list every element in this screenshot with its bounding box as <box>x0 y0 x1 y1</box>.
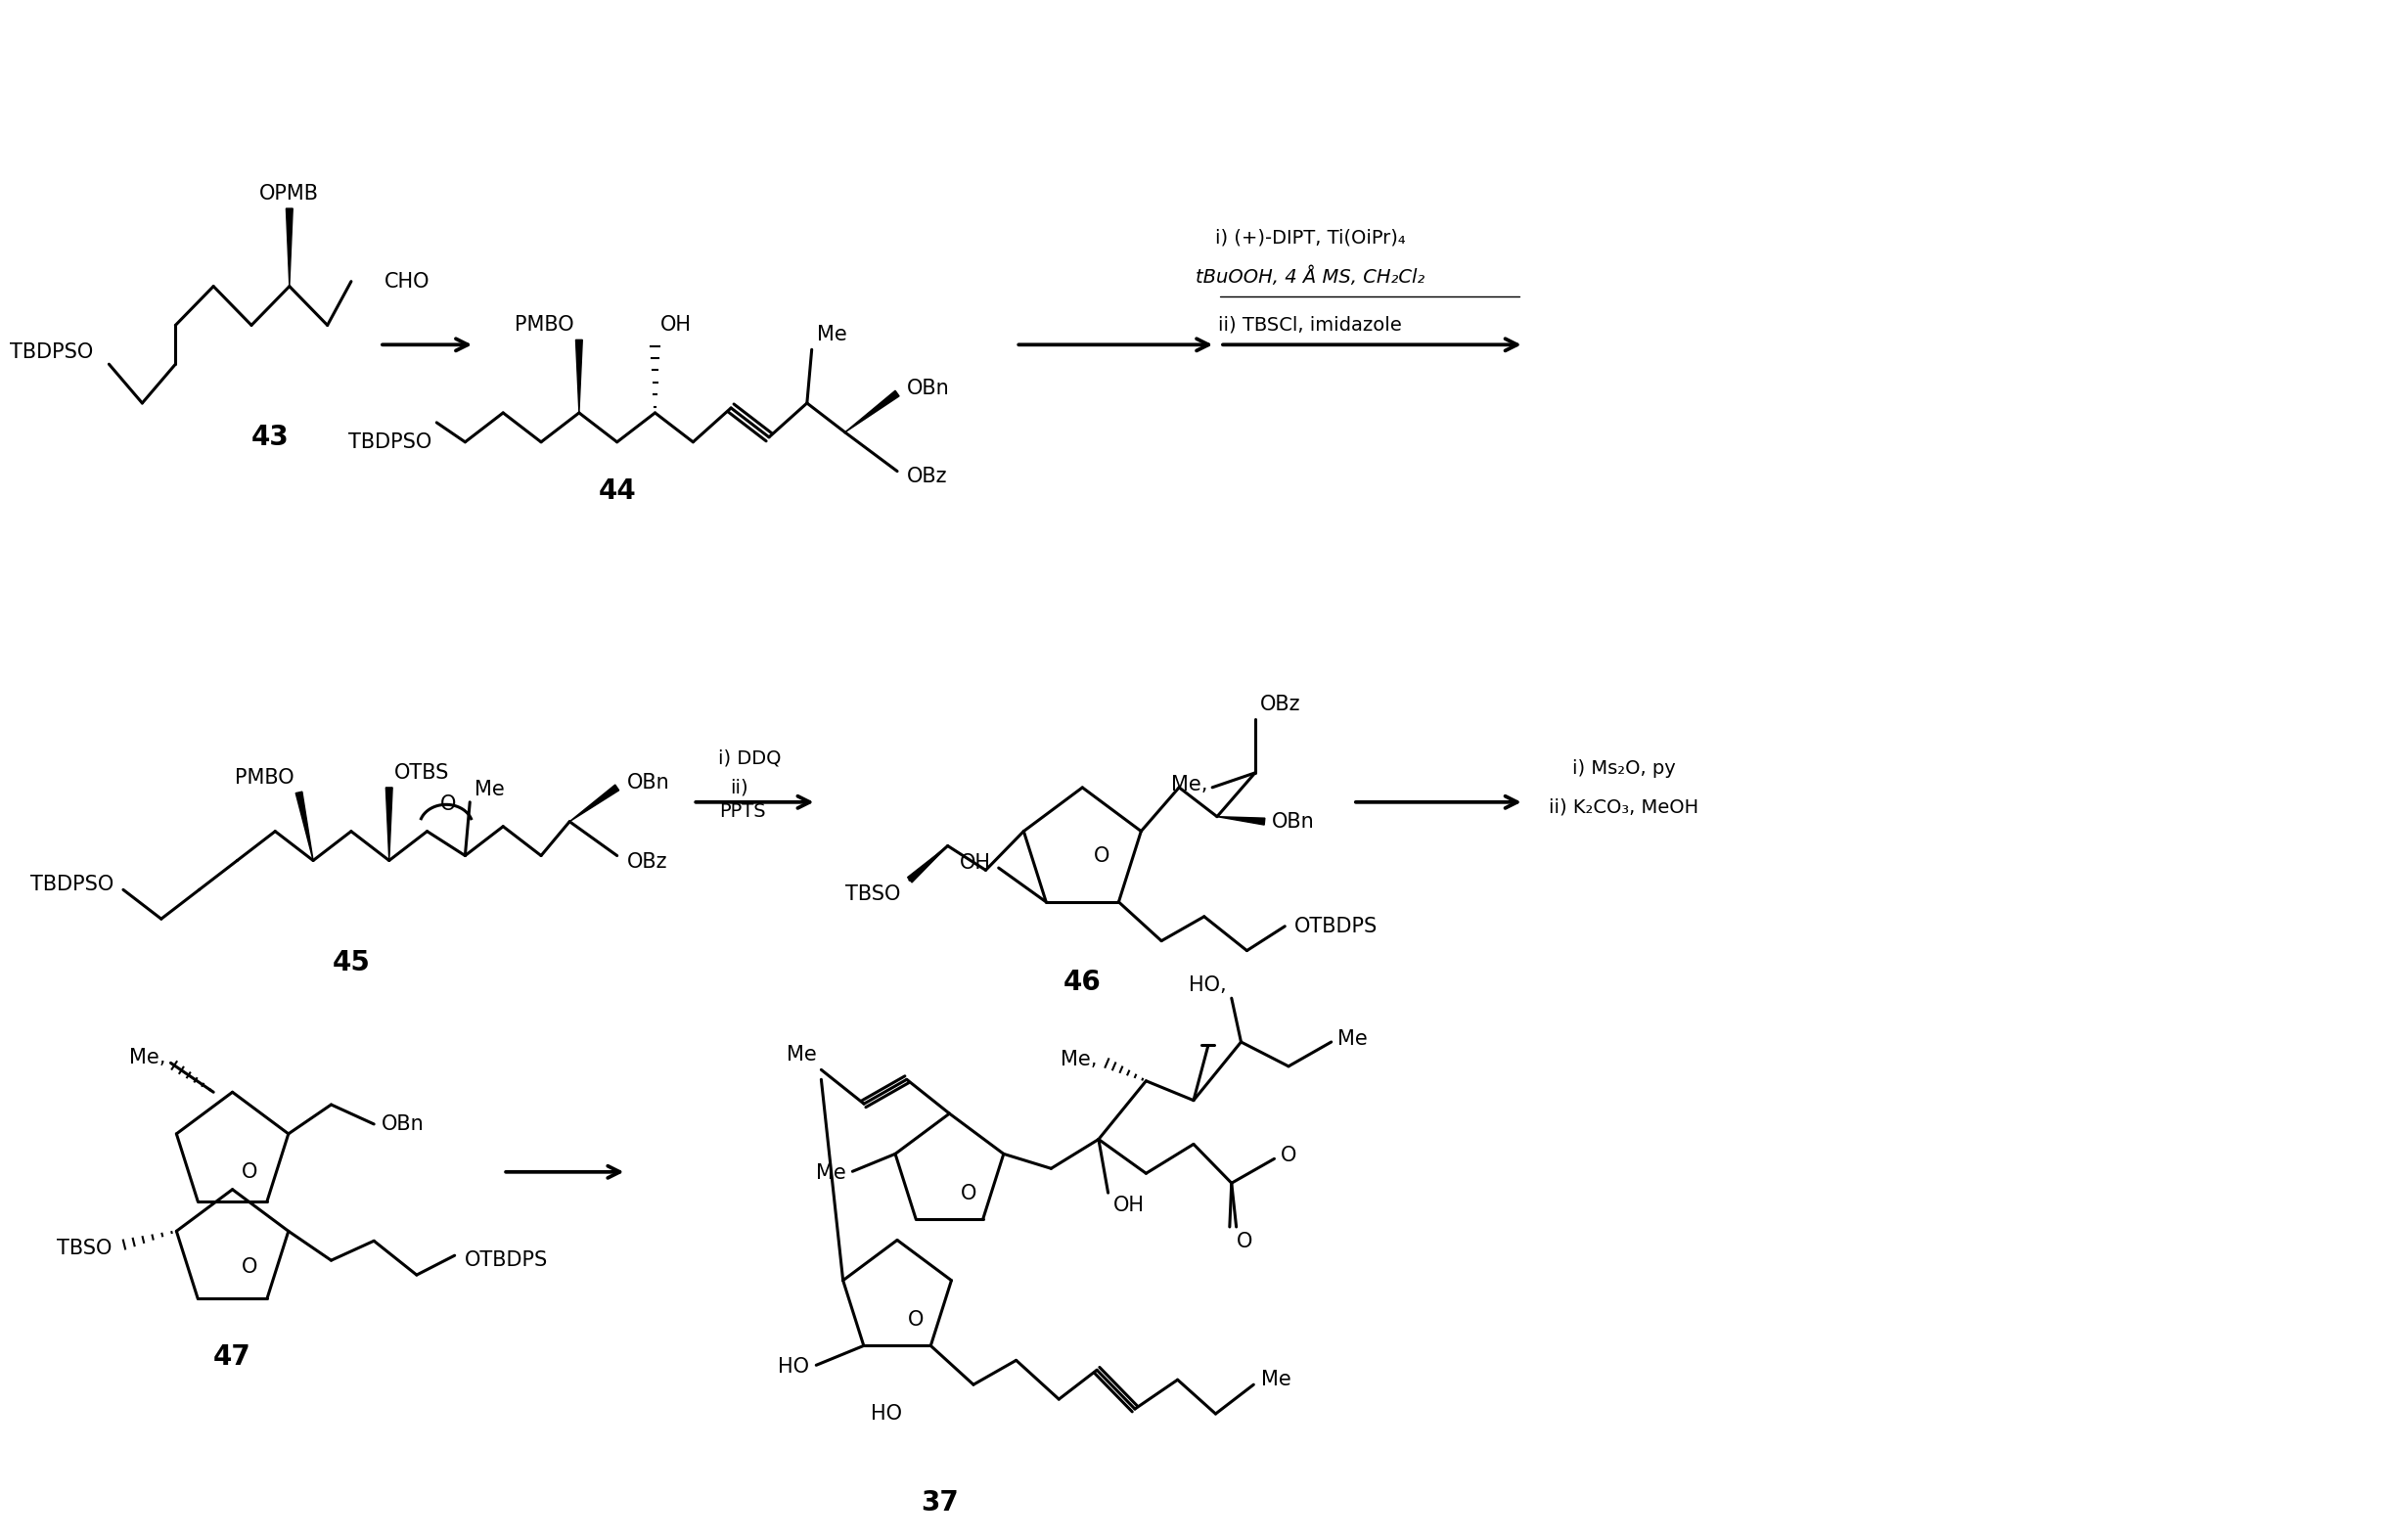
Text: Me,: Me, <box>129 1049 165 1067</box>
Text: 46: 46 <box>1064 969 1100 996</box>
Text: O: O <box>961 1184 976 1203</box>
Text: 43: 43 <box>252 424 290 451</box>
Polygon shape <box>285 208 292 286</box>
Text: Me,: Me, <box>1059 1050 1098 1069</box>
Text: OH: OH <box>959 853 990 873</box>
Text: O: O <box>1280 1146 1297 1166</box>
Text: Me: Me <box>815 1164 846 1183</box>
Text: i) (+)-DIPT, Ti(OiPr)₄: i) (+)-DIPT, Ti(OiPr)₄ <box>1215 228 1405 246</box>
Text: HO: HO <box>777 1357 808 1377</box>
Text: i) DDQ: i) DDQ <box>719 748 781 767</box>
Polygon shape <box>570 785 618 821</box>
Text: O: O <box>242 1258 256 1277</box>
Text: ii) TBSCl, imidazole: ii) TBSCl, imidazole <box>1218 316 1402 334</box>
Text: Me: Me <box>1338 1029 1369 1049</box>
Text: HO: HO <box>870 1404 901 1423</box>
Text: TBSO: TBSO <box>58 1238 113 1258</box>
Text: OBn: OBn <box>1273 812 1316 832</box>
Polygon shape <box>846 391 899 433</box>
Text: O: O <box>1237 1232 1251 1252</box>
Text: ii): ii) <box>729 778 748 796</box>
Polygon shape <box>386 787 393 861</box>
Text: OBn: OBn <box>906 379 949 399</box>
Text: PMBO: PMBO <box>235 768 295 787</box>
Text: TBDPSO: TBDPSO <box>348 433 431 451</box>
Text: O: O <box>908 1311 925 1329</box>
Text: Me: Me <box>1261 1371 1292 1389</box>
Text: HO,: HO, <box>1189 976 1227 995</box>
Text: 47: 47 <box>213 1343 252 1371</box>
Text: OBz: OBz <box>1261 695 1302 715</box>
Text: O: O <box>242 1163 256 1181</box>
Text: OTBS: OTBS <box>393 764 448 782</box>
Text: O: O <box>1093 845 1110 865</box>
Text: tBuOOH, 4 Å MS, CH₂Cl₂: tBuOOH, 4 Å MS, CH₂Cl₂ <box>1196 266 1424 286</box>
Text: PPTS: PPTS <box>719 802 765 821</box>
Text: OBz: OBz <box>906 467 947 487</box>
Text: OBz: OBz <box>626 853 666 872</box>
Text: O: O <box>441 795 455 815</box>
Text: PMBO: PMBO <box>515 316 575 336</box>
Text: 45: 45 <box>333 949 369 976</box>
Text: OH: OH <box>659 316 690 336</box>
Text: ii) K₂CO₃, MeOH: ii) K₂CO₃, MeOH <box>1548 798 1699 816</box>
Text: Me: Me <box>817 325 846 345</box>
Text: OBn: OBn <box>626 773 669 793</box>
Text: TBDPSO: TBDPSO <box>10 343 93 362</box>
Text: 44: 44 <box>599 477 635 505</box>
Polygon shape <box>1218 816 1266 825</box>
Text: 37: 37 <box>920 1489 959 1517</box>
Text: OTBDPS: OTBDPS <box>465 1250 547 1270</box>
Text: OH: OH <box>1112 1195 1143 1215</box>
Text: TBSO: TBSO <box>846 884 901 904</box>
Polygon shape <box>575 340 582 413</box>
Polygon shape <box>295 792 314 861</box>
Text: Me: Me <box>475 779 506 799</box>
Polygon shape <box>908 845 947 882</box>
Text: OTBDPS: OTBDPS <box>1294 916 1378 936</box>
Text: OPMB: OPMB <box>259 185 319 203</box>
Text: CHO: CHO <box>384 271 429 291</box>
Text: OBn: OBn <box>381 1115 424 1133</box>
Text: TBDPSO: TBDPSO <box>31 875 113 895</box>
Text: i) Ms₂O, py: i) Ms₂O, py <box>1572 759 1676 778</box>
Text: Me,: Me, <box>1172 775 1208 795</box>
Text: Me: Me <box>786 1046 817 1066</box>
